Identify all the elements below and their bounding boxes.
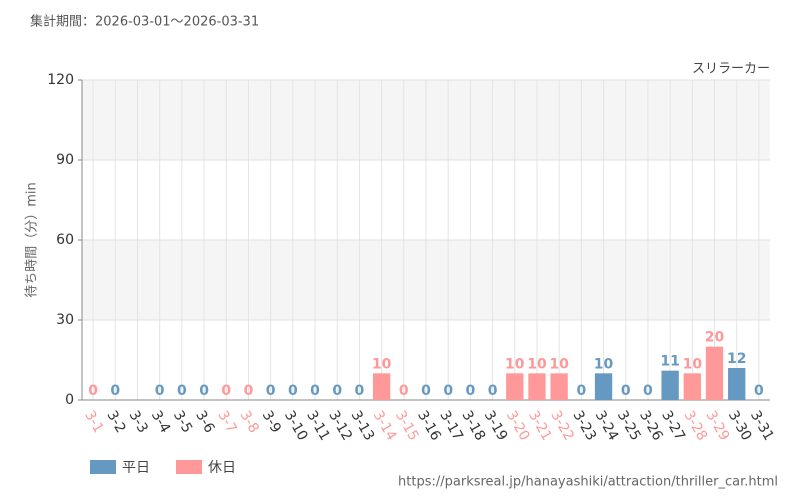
x-tick-label: 3-6	[192, 408, 217, 436]
x-tick-label: 3-4	[148, 408, 173, 436]
bar	[661, 370, 679, 400]
y-tick-label: 90	[56, 152, 74, 168]
x-tick-label: 3-8	[237, 408, 262, 436]
value-label: 0	[110, 383, 120, 399]
value-label: 0	[155, 383, 165, 399]
bar	[528, 373, 546, 400]
value-label: 10	[527, 356, 547, 372]
value-label: 0	[488, 383, 498, 399]
bar	[372, 373, 391, 400]
value-label: 0	[88, 383, 98, 399]
value-label: 20	[705, 330, 725, 346]
y-tick-label: 30	[56, 312, 74, 328]
value-label: 10	[549, 356, 569, 372]
bar	[506, 373, 524, 400]
x-tick-label: 3-9	[259, 408, 284, 436]
value-label: 0	[643, 383, 653, 399]
value-label: 10	[683, 356, 703, 372]
source-url: https://parksreal.jp/hanayashiki/attract…	[398, 475, 778, 490]
value-label: 0	[177, 383, 187, 399]
chart-title: 集計期間：2026-03-01～2026-03-31	[30, 14, 259, 30]
value-label: 0	[754, 383, 764, 399]
y-tick-label: 60	[56, 232, 74, 248]
bar	[683, 373, 701, 400]
x-tick-label: 3-7	[214, 408, 239, 436]
value-label: 10	[505, 356, 525, 372]
value-label: 0	[576, 383, 586, 399]
value-label: 10	[594, 356, 614, 372]
x-tick-label: 3-1	[81, 408, 106, 436]
value-label: 0	[199, 383, 209, 399]
value-label: 0	[421, 383, 431, 399]
bar	[705, 346, 724, 400]
bar	[550, 373, 568, 400]
legend-swatch[interactable]	[176, 460, 202, 474]
x-tick-label: 3-2	[103, 408, 128, 436]
x-tick-label: 3-31	[747, 408, 777, 444]
bar	[728, 368, 746, 400]
legend-swatch[interactable]	[90, 460, 116, 474]
value-label: 0	[310, 383, 320, 399]
value-label: 0	[221, 383, 231, 399]
value-label: 11	[660, 354, 679, 370]
series-label: スリラーカー	[692, 62, 770, 77]
value-label: 0	[266, 383, 276, 399]
value-label: 0	[288, 383, 298, 399]
value-label: 0	[621, 383, 631, 399]
x-tick-label: 3-5	[170, 408, 195, 436]
y-tick-label: 120	[47, 72, 74, 88]
value-label: 0	[399, 383, 409, 399]
value-label: 10	[372, 356, 392, 372]
bar	[594, 373, 613, 400]
y-axis-label: 待ち時間（分）min	[25, 182, 40, 298]
value-label: 12	[727, 351, 746, 367]
value-label: 0	[332, 383, 342, 399]
y-tick-label: 0	[65, 392, 74, 408]
value-label: 0	[443, 383, 453, 399]
legend-label[interactable]: 平日	[122, 460, 150, 476]
value-label: 0	[466, 383, 476, 399]
value-label: 0	[355, 383, 365, 399]
value-label: 0	[244, 383, 254, 399]
x-tick-label: 3-3	[126, 408, 151, 436]
legend-label[interactable]: 休日	[208, 460, 236, 476]
